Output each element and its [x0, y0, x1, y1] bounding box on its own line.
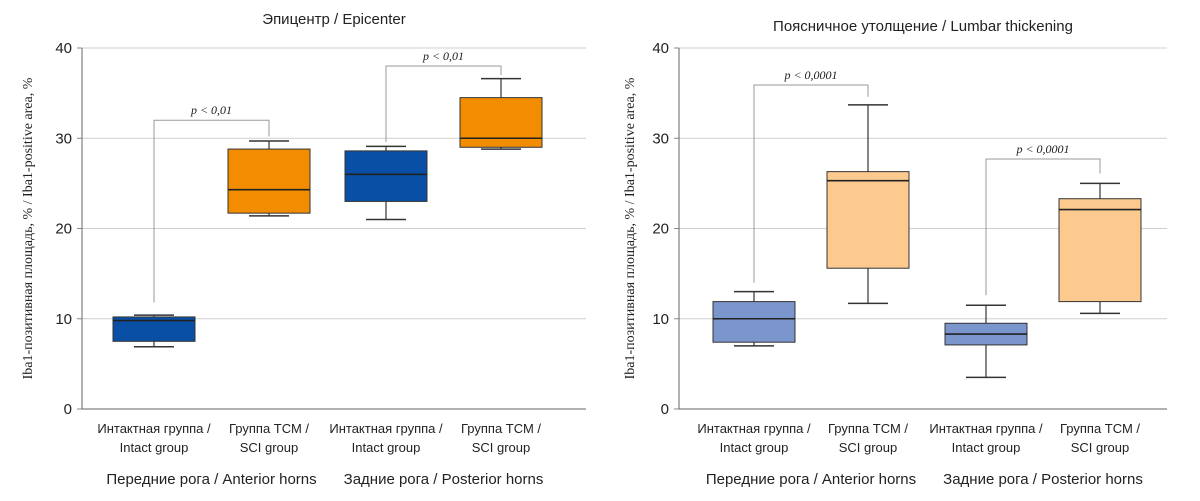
x-category-label-line2: Intact group — [352, 440, 421, 455]
bracket-line — [985, 158, 1101, 296]
x-category-label-line2: SCI group — [240, 440, 299, 455]
x-category-label-line1: Интактная группа / — [697, 421, 811, 436]
box-1 — [826, 104, 910, 305]
bracket-line — [753, 84, 869, 283]
y-axis-label: Iba1-позитивная площадь, % / Iba1-positi… — [623, 77, 638, 379]
box-0 — [712, 290, 796, 347]
chart-panel-1: Поясничное утолщение / Lumbar thickening… — [623, 18, 1167, 488]
chart-title: Поясничное утолщение / Lumbar thickening — [773, 18, 1073, 35]
x-category-label-line2: Intact group — [120, 440, 189, 455]
box-iqr — [227, 148, 311, 214]
x-category-label-line1: Группа ТСМ / — [828, 421, 908, 436]
significance-bracket-1: p < 0,01 — [385, 49, 502, 142]
x-group-label: Передние рога / Anterior horns — [706, 471, 916, 488]
box-3 — [1058, 182, 1142, 315]
y-tick-label: 0 — [661, 401, 669, 418]
box-iqr — [459, 97, 543, 148]
bracket-line — [153, 119, 270, 303]
box-iqr — [344, 150, 428, 202]
significance-bracket-0: p < 0,01 — [153, 103, 270, 303]
y-tick-label: 40 — [55, 40, 72, 57]
x-category-label-line1: Интактная группа / — [97, 421, 211, 436]
y-tick-label: 20 — [55, 221, 72, 238]
y-tick-label: 40 — [652, 40, 669, 57]
y-tick-label: 10 — [55, 311, 72, 328]
y-tick-label: 30 — [55, 130, 72, 147]
chart-panel-0: Эпицентр / Epicenter Iba1-позитивная площ… — [21, 11, 586, 488]
x-category-label-line2: SCI group — [1071, 440, 1130, 455]
x-category-label-line1: Интактная группа / — [929, 421, 1043, 436]
bracket-line — [385, 65, 502, 142]
x-category-label-line1: Группа ТСМ / — [1060, 421, 1140, 436]
box-3 — [459, 77, 543, 150]
x-category-label-line1: Группа ТСМ / — [229, 421, 309, 436]
p-value-label: p < 0,01 — [190, 103, 232, 117]
significance-bracket-0: p < 0,0001 — [753, 68, 869, 283]
y-axis-label: Iba1-позитивная площадь, % / Iba1-positi… — [21, 77, 36, 379]
x-group-label: Задние рога / Posterior horns — [943, 471, 1143, 488]
y-tick-label: 10 — [652, 311, 669, 328]
y-tick-label: 20 — [652, 221, 669, 238]
x-group-label: Задние рога / Posterior horns — [344, 471, 544, 488]
x-category-label-line2: Intact group — [952, 440, 1021, 455]
box-iqr — [826, 171, 910, 269]
box-iqr — [1058, 198, 1142, 303]
x-category-label-line2: SCI group — [839, 440, 898, 455]
chart-title: Эпицентр / Epicenter — [262, 11, 405, 28]
p-value-label: p < 0,0001 — [1015, 142, 1069, 156]
y-tick-label: 0 — [64, 401, 72, 418]
x-category-label-line1: Группа ТСМ / — [461, 421, 541, 436]
p-value-label: p < 0,0001 — [783, 68, 837, 82]
significance-bracket-1: p < 0,0001 — [985, 142, 1101, 296]
box-1 — [227, 140, 311, 217]
x-category-label-line2: SCI group — [472, 440, 531, 455]
y-tick-label: 30 — [652, 130, 669, 147]
box-0 — [112, 314, 196, 348]
box-iqr — [712, 301, 796, 343]
box-2 — [944, 304, 1028, 379]
box-2 — [344, 145, 428, 221]
x-category-label-line1: Интактная группа / — [329, 421, 443, 436]
p-value-label: p < 0,01 — [422, 49, 464, 63]
x-category-label-line2: Intact group — [720, 440, 789, 455]
x-group-label: Передние рога / Anterior horns — [106, 471, 316, 488]
